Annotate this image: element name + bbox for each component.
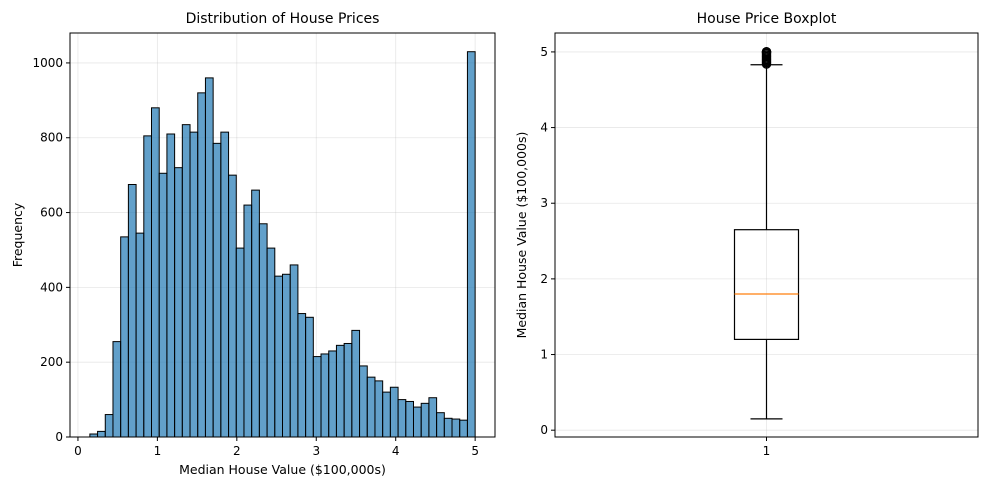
histogram-bar [335, 344, 345, 438]
histogram-bar [282, 273, 291, 438]
histogram-bars [89, 51, 476, 438]
histogram-bar [443, 417, 453, 438]
histogram-bar [351, 329, 361, 438]
histogram-bar [235, 247, 245, 438]
histogram-bar [97, 430, 106, 438]
histogram-bar [305, 316, 314, 438]
histogram-bar [343, 342, 353, 438]
histogram-bar [166, 133, 176, 438]
histogram-bar [397, 399, 407, 438]
histogram-y-tick-label: 800 [40, 131, 63, 145]
boxplot-panel: 1 0 1 2 3 4 5 House Price Boxplot Median Hous… [514, 11, 979, 458]
histogram-bar [174, 167, 183, 438]
histogram-bar [451, 418, 461, 438]
boxplot-y-axis-label: Median House Value ($100,000s) [514, 132, 529, 339]
boxplot-x-ticks: 1 [763, 437, 771, 458]
histogram-x-axis-label: Median House Value ($100,000s) [179, 462, 386, 477]
histogram-bar [112, 341, 122, 438]
boxplot-outlier [761, 47, 772, 57]
histogram-bar [328, 350, 337, 438]
histogram-panel: 0 1 2 3 4 5 0 200 400 600 800 1000 Distribution of… [10, 11, 496, 477]
histogram-bar [120, 236, 129, 438]
histogram-x-tick-label: 4 [392, 444, 400, 458]
histogram-bar [104, 414, 114, 438]
histogram-bar [466, 51, 476, 438]
histogram-bar [382, 391, 391, 438]
histogram-bar [420, 402, 430, 438]
histogram-plot-frame [69, 32, 496, 438]
histogram-bar [143, 135, 153, 438]
histogram-bar [189, 131, 199, 438]
histogram-bar [266, 247, 276, 438]
histogram-bar [251, 189, 260, 438]
histogram-title: Distribution of House Prices [186, 11, 380, 27]
boxplot-y-tick-label: 1 [540, 348, 548, 362]
histogram-bar [181, 124, 191, 438]
histogram-bar [158, 172, 168, 438]
histogram-x-tick-label: 3 [312, 444, 320, 458]
histogram-x-tick-label: 0 [74, 444, 82, 458]
histogram-bar [197, 92, 206, 438]
boxplot-y-tick-label: 2 [540, 272, 548, 286]
boxplot-y-tick-label: 3 [540, 196, 548, 210]
histogram-bar [366, 376, 376, 438]
histogram-bar [459, 419, 468, 438]
histogram-bar [127, 184, 137, 438]
histogram-y-ticks: 0 200 400 600 800 1000 [32, 56, 70, 444]
histogram-bar [412, 406, 422, 438]
histogram-y-tick-label: 400 [40, 280, 63, 294]
histogram-bar [212, 142, 222, 438]
boxplot-box [733, 229, 800, 341]
histogram-bar [405, 400, 414, 438]
histogram-y-tick-label: 200 [40, 355, 63, 369]
histogram-x-ticks: 0 1 2 3 4 5 [74, 437, 479, 458]
histogram-y-tick-label: 0 [55, 430, 63, 444]
histogram-bar [297, 313, 307, 438]
histogram-bar [135, 232, 145, 438]
boxplot-x-tick-label: 1 [763, 444, 771, 458]
histogram-bar [228, 174, 237, 438]
histogram-bar [428, 397, 438, 438]
histogram-bar [151, 107, 160, 438]
histogram-x-tick-label: 5 [471, 444, 479, 458]
histogram-bar [374, 380, 384, 438]
boxplot-marks [733, 47, 800, 420]
boxplot-y-tick-label: 5 [540, 45, 548, 59]
histogram-bar [204, 77, 214, 438]
histogram-bar [359, 365, 368, 438]
histogram-bar [320, 353, 330, 438]
histogram-bar [289, 264, 299, 438]
boxplot-title: House Price Boxplot [697, 11, 837, 27]
histogram-y-tick-label: 1000 [32, 56, 63, 70]
boxplot-y-tick-label: 0 [540, 423, 548, 437]
histogram-y-axis-label: Frequency [10, 202, 25, 267]
histogram-bar [274, 275, 284, 438]
histogram-bar [389, 386, 399, 438]
histogram-bar [243, 204, 253, 438]
histogram-x-tick-label: 2 [233, 444, 241, 458]
histogram-bar [312, 356, 322, 438]
histogram-bar [258, 223, 268, 438]
histogram-y-tick-label: 600 [40, 206, 63, 220]
histogram-bar [436, 412, 445, 438]
histogram-bar [220, 131, 230, 438]
histogram-x-tick-label: 1 [154, 444, 162, 458]
boxplot-y-tick-label: 4 [540, 121, 548, 135]
boxplot-y-ticks: 0 1 2 3 4 5 [540, 45, 555, 437]
